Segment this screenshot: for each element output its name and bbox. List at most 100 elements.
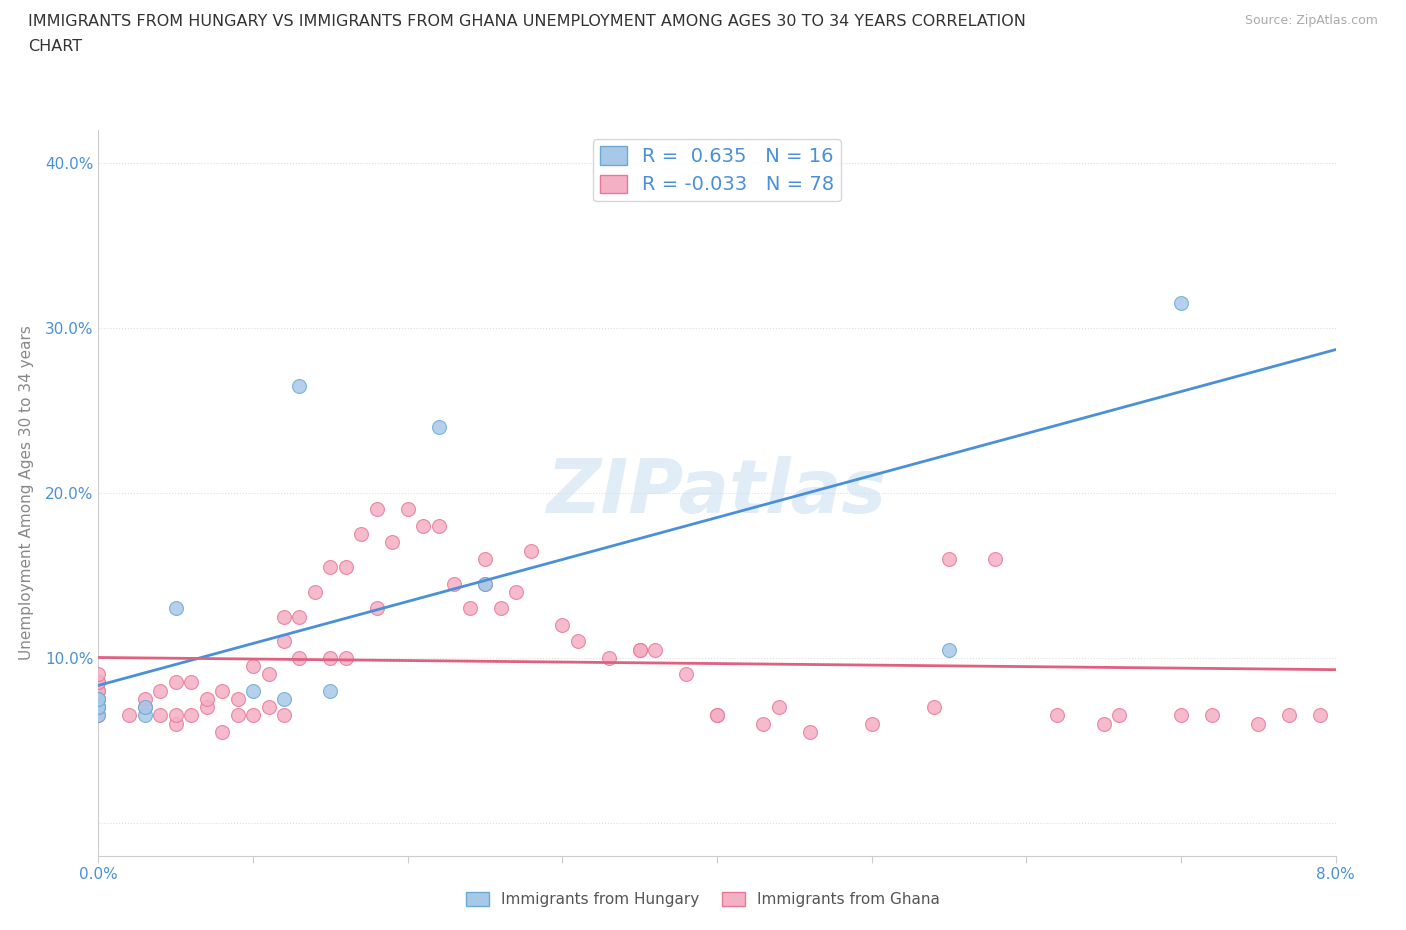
Legend: R =  0.635   N = 16, R = -0.033   N = 78: R = 0.635 N = 16, R = -0.033 N = 78 [593,140,841,202]
Point [87,692,110,707]
Point [87,692,110,707]
Point [644,642,666,657]
Point [366,601,388,616]
Point [489,601,512,616]
Point [134,699,156,714]
Point [1278,708,1301,723]
Point [304,584,326,599]
Point [443,576,465,591]
Point [87,708,110,723]
Point [1170,708,1192,723]
Point [319,684,342,698]
Point [87,699,110,714]
Point [226,692,249,707]
Point [1309,708,1331,723]
Point [474,551,496,566]
Point [860,716,883,731]
Point [87,699,110,714]
Point [1092,716,1115,731]
Point [242,658,264,673]
Point [752,716,775,731]
Point [134,692,156,707]
Point [628,642,651,657]
Point [211,684,233,698]
Point [938,642,960,657]
Y-axis label: Unemployment Among Ages 30 to 34 years: Unemployment Among Ages 30 to 34 years [18,326,34,660]
Point [165,708,187,723]
Point [984,551,1007,566]
Legend: Immigrants from Hungary, Immigrants from Ghana: Immigrants from Hungary, Immigrants from… [460,885,946,913]
Point [180,708,202,723]
Point [551,618,574,632]
Point [319,560,342,575]
Point [165,675,187,690]
Point [335,560,357,575]
Point [288,379,311,393]
Point [195,692,218,707]
Point [87,699,110,714]
Point [567,634,589,649]
Point [87,699,110,714]
Point [1201,708,1223,723]
Point [195,699,218,714]
Text: ZIPatlas: ZIPatlas [547,457,887,529]
Point [675,667,697,682]
Point [381,535,404,550]
Point [706,708,728,723]
Point [768,699,790,714]
Point [149,708,172,723]
Point [396,502,419,517]
Point [1046,708,1069,723]
Point [938,551,960,566]
Text: CHART: CHART [28,39,82,54]
Point [458,601,481,616]
Point [1247,716,1270,731]
Point [134,699,156,714]
Point [922,699,945,714]
Point [505,584,527,599]
Point [165,601,187,616]
Point [87,675,110,690]
Point [273,609,295,624]
Point [412,518,434,533]
Point [427,419,450,434]
Point [87,684,110,698]
Point [118,708,141,723]
Point [87,684,110,698]
Point [242,684,264,698]
Point [242,708,264,723]
Point [87,692,110,707]
Point [598,650,620,665]
Point [273,708,295,723]
Point [288,609,311,624]
Point [319,650,342,665]
Point [87,667,110,682]
Point [427,518,450,533]
Point [1108,708,1130,723]
Point [257,699,280,714]
Point [226,708,249,723]
Point [628,642,651,657]
Point [474,576,496,591]
Point [165,716,187,731]
Point [799,724,821,739]
Point [257,667,280,682]
Point [87,708,110,723]
Point [211,724,233,739]
Point [87,692,110,707]
Point [474,576,496,591]
Point [520,543,543,558]
Point [1170,296,1192,311]
Point [350,526,373,541]
Point [87,675,110,690]
Point [273,634,295,649]
Point [335,650,357,665]
Text: IMMIGRANTS FROM HUNGARY VS IMMIGRANTS FROM GHANA UNEMPLOYMENT AMONG AGES 30 TO 3: IMMIGRANTS FROM HUNGARY VS IMMIGRANTS FR… [28,14,1026,29]
Text: Source: ZipAtlas.com: Source: ZipAtlas.com [1244,14,1378,27]
Point [180,675,202,690]
Point [273,692,295,707]
Point [706,708,728,723]
Point [366,502,388,517]
Point [134,708,156,723]
Point [288,650,311,665]
